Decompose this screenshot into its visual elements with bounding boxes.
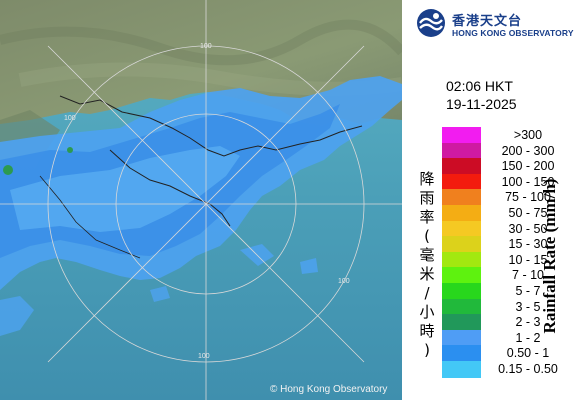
legend-swatch	[442, 158, 481, 176]
legend-panel: 香港天文台 HONG KONG OBSERVATORY 02:06 HKT 19…	[402, 0, 577, 400]
legend-item: >300	[442, 127, 577, 144]
legend-item: 75 - 100	[442, 189, 577, 207]
legend-label: 75 - 100	[505, 190, 551, 205]
legend-swatch	[442, 142, 481, 160]
legend-swatch	[442, 251, 481, 269]
legend-label: 200 - 300	[501, 143, 555, 158]
legend-swatch	[442, 205, 481, 222]
legend-label: 100 - 150	[501, 174, 555, 189]
legend-item: 100 - 150	[442, 173, 577, 191]
legend-label: 150 - 200	[501, 159, 555, 174]
legend-swatch	[442, 345, 481, 363]
legend-label: 3 - 5	[515, 299, 541, 314]
legend-item: 10 - 15	[442, 251, 577, 269]
legend-swatch	[442, 267, 481, 285]
legend-swatch	[442, 283, 481, 300]
legend-label: 7 - 10	[512, 268, 544, 283]
legend-swatch	[442, 236, 481, 254]
legend-label: 15 - 30	[508, 237, 548, 252]
rain-echoes	[0, 76, 402, 336]
ring-label-south: 100	[198, 353, 210, 360]
hko-emblem-icon	[417, 9, 445, 37]
legend-item: 3 - 5	[442, 298, 577, 316]
legend-swatch	[442, 127, 481, 144]
ring-label-west: 100	[64, 115, 76, 122]
legend-swatch	[442, 329, 481, 347]
legend-swatch	[442, 173, 481, 191]
legend-item: 15 - 30	[442, 236, 577, 254]
legend-title-cn: 降雨率(毫米 / 小時)	[419, 170, 435, 359]
legend-item: 2 - 3	[442, 314, 577, 332]
legend-swatch	[442, 314, 481, 332]
legend-swatch	[442, 298, 481, 316]
legend-label: 0.15 - 0.50	[498, 362, 558, 376]
legend-swatch	[442, 361, 481, 378]
legend-label: 30 - 50	[508, 221, 548, 236]
legend-item: 200 - 300	[442, 142, 577, 160]
legend-swatch	[442, 189, 481, 207]
legend-item: 1 - 2	[442, 329, 577, 347]
legend-item: 150 - 200	[442, 158, 577, 176]
legend-item: 30 - 50	[442, 220, 577, 238]
radar-time: 02:06 HKT	[446, 78, 513, 94]
hko-logo: 香港天文台 HONG KONG OBSERVATORY	[412, 6, 577, 46]
legend-label: >300	[513, 128, 543, 142]
legend-label: 50 - 75	[508, 206, 548, 220]
legend-label: 0.50 - 1	[506, 346, 550, 361]
org-name-en: HONG KONG OBSERVATORY	[452, 28, 574, 38]
ring-label-north: 100	[200, 43, 212, 50]
radar-map: 100 100 100 100 © Hong Kong Observatory	[0, 0, 402, 400]
legend-item: 7 - 10	[442, 267, 577, 285]
legend-label: 10 - 15	[508, 252, 548, 267]
legend-label: 1 - 2	[515, 330, 541, 345]
ring-label-east: 100	[338, 278, 350, 285]
legend-label: 5 - 7	[515, 284, 541, 298]
legend-label: 2 - 3	[515, 315, 541, 330]
range-rings	[0, 0, 402, 400]
legend-item: 0.50 - 1	[442, 345, 577, 363]
legend-item: 5 - 7	[442, 283, 577, 300]
legend-item: 0.15 - 0.50	[442, 361, 577, 378]
legend-item: 50 - 75	[442, 205, 577, 222]
copyright-credit: © Hong Kong Observatory	[270, 384, 388, 395]
radar-map-image: 100 100 100 100	[0, 0, 402, 400]
radar-date: 19-11-2025	[446, 96, 517, 112]
org-name-cn: 香港天文台	[452, 14, 523, 29]
legend-swatch	[442, 220, 481, 238]
